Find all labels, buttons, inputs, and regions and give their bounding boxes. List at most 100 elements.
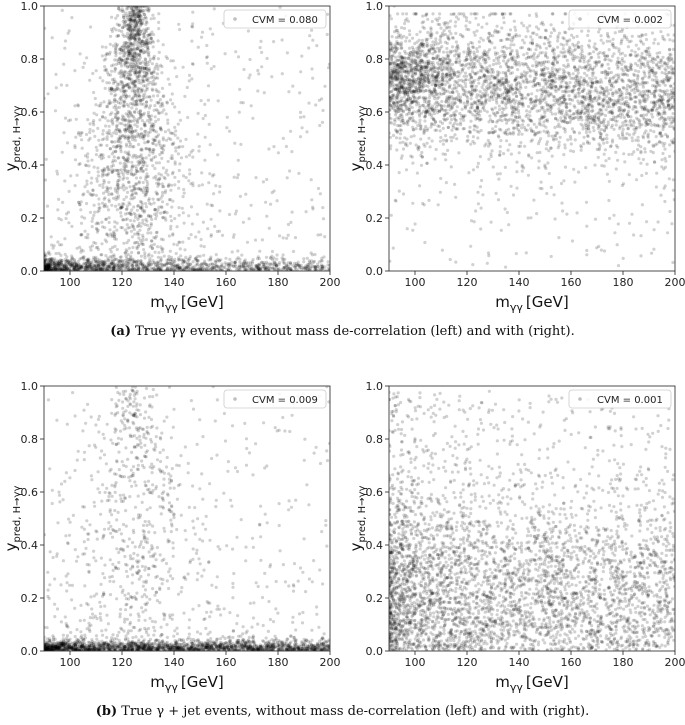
scatter-point bbox=[192, 268, 196, 271]
scatter-point bbox=[129, 73, 133, 77]
scatter-point bbox=[86, 118, 90, 122]
scatter-point bbox=[97, 138, 101, 142]
scatter-point bbox=[130, 14, 135, 18]
scatter-point bbox=[147, 33, 152, 37]
scatter-point bbox=[116, 188, 120, 192]
scatter-point bbox=[120, 58, 124, 62]
scatter-point bbox=[212, 266, 216, 270]
scatter-point bbox=[418, 71, 422, 75]
scatter-point bbox=[389, 75, 392, 79]
scatter-point bbox=[141, 78, 145, 82]
scatter-point bbox=[289, 268, 293, 271]
scatter-point bbox=[125, 83, 129, 87]
scatter-point bbox=[104, 269, 109, 271]
scatter-point bbox=[124, 70, 128, 74]
scatter-point bbox=[131, 245, 135, 250]
scatter-point bbox=[147, 198, 151, 202]
scatter-point bbox=[211, 262, 215, 266]
scatter-point bbox=[144, 42, 148, 46]
scatter-point bbox=[221, 269, 225, 271]
scatter-point bbox=[616, 114, 620, 118]
scatter-point bbox=[90, 225, 94, 229]
scatter-point bbox=[136, 163, 140, 167]
scatter-point bbox=[643, 49, 647, 53]
scatter-point bbox=[142, 137, 146, 141]
scatter-point bbox=[592, 129, 596, 133]
scatter-point bbox=[123, 165, 127, 169]
scatter-point bbox=[167, 136, 171, 140]
scatter-point bbox=[167, 184, 171, 188]
scatter-point bbox=[125, 231, 129, 235]
scatter-point bbox=[119, 145, 123, 149]
scatter-point bbox=[319, 259, 323, 263]
scatter-point bbox=[453, 113, 457, 117]
scatter-point bbox=[88, 130, 92, 135]
scatter-point bbox=[71, 262, 75, 267]
scatter-point bbox=[192, 268, 196, 271]
scatter-point bbox=[107, 81, 111, 85]
scatter-point bbox=[126, 122, 131, 126]
scatter-point bbox=[293, 269, 297, 271]
scatter-point bbox=[98, 76, 102, 80]
scatter-point bbox=[65, 267, 69, 271]
scatter-point bbox=[106, 268, 110, 271]
scatter-point bbox=[151, 164, 155, 168]
scatter-point bbox=[144, 62, 148, 67]
scatter-point bbox=[69, 260, 73, 264]
scatter-point bbox=[296, 269, 300, 271]
scatter-point bbox=[415, 110, 419, 114]
scatter-point bbox=[465, 19, 469, 23]
scatter-point bbox=[142, 134, 146, 138]
scatter-point bbox=[129, 171, 134, 175]
scatter-point bbox=[638, 123, 642, 127]
scatter-point bbox=[139, 188, 143, 192]
scatter-point bbox=[127, 180, 131, 184]
scatter-point bbox=[575, 79, 579, 83]
scatter-point bbox=[44, 267, 47, 271]
scatter-point bbox=[492, 92, 496, 96]
scatter-point bbox=[235, 257, 239, 261]
scatter-point bbox=[134, 32, 138, 36]
scatter-point bbox=[266, 268, 270, 271]
scatter-point bbox=[58, 243, 62, 247]
scatter-point bbox=[123, 73, 127, 77]
scatter-point bbox=[178, 139, 183, 143]
scatter-point bbox=[243, 258, 247, 262]
scatter-point bbox=[209, 234, 213, 238]
scatter-point bbox=[620, 72, 624, 76]
scatter-point bbox=[205, 263, 209, 267]
scatter-point bbox=[97, 267, 101, 271]
scatter-point bbox=[280, 256, 284, 260]
scatter-point bbox=[81, 256, 85, 260]
scatter-point bbox=[669, 67, 674, 71]
scatter-point bbox=[113, 66, 117, 71]
scatter-point bbox=[135, 46, 139, 51]
scatter-point bbox=[414, 120, 418, 124]
scatter-point bbox=[144, 217, 148, 221]
scatter-point bbox=[508, 117, 512, 121]
scatter-point bbox=[507, 65, 511, 70]
scatter-point bbox=[98, 267, 102, 271]
scatter-point bbox=[589, 79, 593, 84]
scatter-point bbox=[176, 136, 180, 140]
scatter-point bbox=[245, 268, 249, 271]
scatter-point bbox=[205, 55, 209, 59]
scatter-point bbox=[157, 161, 161, 165]
scatter-point bbox=[73, 144, 77, 148]
scatter-point bbox=[475, 125, 479, 129]
scatter-point bbox=[313, 264, 317, 268]
scatter-point bbox=[112, 155, 116, 159]
scatter-point bbox=[93, 259, 97, 263]
scatter-point bbox=[475, 113, 479, 117]
scatter-point bbox=[137, 78, 141, 82]
scatter-point bbox=[132, 119, 136, 123]
scatter-point bbox=[638, 90, 642, 94]
scatter-point bbox=[132, 205, 136, 209]
x-tick-label: 100 bbox=[60, 276, 81, 289]
scatter-point bbox=[414, 85, 418, 89]
scatter-point bbox=[307, 265, 311, 269]
scatter-points bbox=[389, 6, 675, 269]
scatter-point bbox=[519, 72, 524, 76]
scatter-point bbox=[546, 37, 550, 42]
scatter-point bbox=[148, 245, 152, 249]
